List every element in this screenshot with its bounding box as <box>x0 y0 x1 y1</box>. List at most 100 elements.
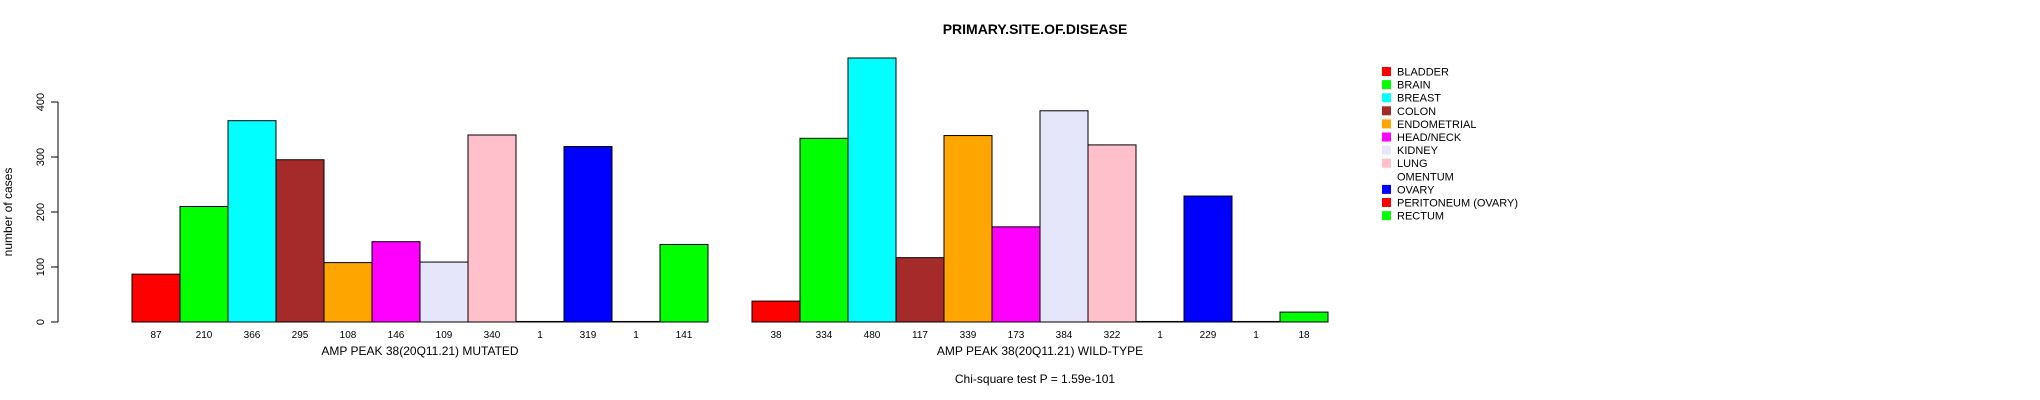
y-tick-label: 400 <box>35 93 47 111</box>
data-label: 210 <box>196 330 213 341</box>
data-label: 295 <box>292 330 309 341</box>
data-label: 1 <box>537 330 543 341</box>
legend-item-endometrial: ENDOMETRIAL <box>1382 119 1476 131</box>
legend-label: RECTUM <box>1397 211 1444 223</box>
data-label: 229 <box>1200 330 1217 341</box>
bar-brain <box>799 137 849 323</box>
legend: BLADDERBRAINBREASTCOLONENDOMETRIALHEAD/N… <box>1382 67 1518 223</box>
data-label: 141 <box>676 330 693 341</box>
bar-rectum <box>1279 311 1329 323</box>
bar-ovary <box>563 146 613 323</box>
legend-label: PERITONEUM (OVARY) <box>1397 198 1518 210</box>
legend-item-head-neck: HEAD/NECK <box>1382 132 1462 144</box>
bar-endometrial <box>943 135 993 323</box>
legend-swatch <box>1382 211 1391 221</box>
bar-bladder <box>751 300 801 323</box>
legend-item-bladder: BLADDER <box>1382 67 1449 79</box>
data-label: 108 <box>340 330 357 341</box>
data-label: 18 <box>1298 330 1310 341</box>
data-label: 1 <box>633 330 639 341</box>
bar-omentum <box>1135 320 1185 323</box>
bar-lung <box>1087 144 1137 323</box>
data-label: 322 <box>1104 330 1121 341</box>
legend-label: BRAIN <box>1397 80 1431 92</box>
legend-label: KIDNEY <box>1397 145 1439 157</box>
legend-item-omentum: OMENTUM <box>1382 171 1454 183</box>
bar-peritoneum-ovary <box>611 320 661 323</box>
y-tick-label: 0 <box>35 319 47 325</box>
bar-breast <box>847 57 897 323</box>
chart-title: PRIMARY.SITE.OF.DISEASE <box>943 21 1128 37</box>
panel-wild-type: 38 334 480 117 339 173 384 322 1 229 1 18 AMP PEAK 3… <box>751 57 1329 358</box>
legend-label: OVARY <box>1397 184 1435 196</box>
bar-peritoneum-ovary <box>1231 320 1281 323</box>
data-label: 384 <box>1056 330 1073 341</box>
bar-kidney <box>419 261 469 323</box>
legend-label: COLON <box>1397 106 1436 118</box>
data-label: 109 <box>436 330 453 341</box>
x-axis-label: AMP PEAK 38(20Q11.21) MUTATED <box>321 344 519 358</box>
bar-breast <box>227 120 277 323</box>
legend-label: LUNG <box>1397 158 1428 170</box>
y-axis: 0 100 200 300 400 number of cases <box>1 93 59 325</box>
legend-swatch <box>1382 132 1391 142</box>
legend-item-brain: BRAIN <box>1382 80 1431 92</box>
bar-head-neck <box>991 226 1041 323</box>
data-label: 173 <box>1008 330 1025 341</box>
legend-label: HEAD/NECK <box>1397 132 1462 144</box>
legend-swatch <box>1382 106 1391 116</box>
data-label: 334 <box>816 330 833 341</box>
data-label: 366 <box>244 330 261 341</box>
legend-swatch <box>1382 184 1391 194</box>
legend-label: BREAST <box>1397 93 1441 105</box>
panel-mutated: 87 210 366 295 108 146 109 340 1 319 1 141 AMP PEAK … <box>131 120 709 358</box>
bar-brain <box>179 206 229 323</box>
bar-head-neck <box>371 241 421 323</box>
data-label: 117 <box>912 330 928 341</box>
legend-label: ENDOMETRIAL <box>1397 119 1476 131</box>
legend-item-breast: BREAST <box>1382 93 1441 105</box>
bar-omentum <box>515 320 565 323</box>
legend-label: BLADDER <box>1397 67 1449 79</box>
legend-item-peritoneum-ovary: PERITONEUM (OVARY) <box>1382 198 1518 210</box>
data-label: 340 <box>484 330 501 341</box>
legend-swatch <box>1382 80 1391 90</box>
data-label: 339 <box>960 330 977 341</box>
legend-swatch <box>1382 171 1391 181</box>
data-label: 87 <box>150 330 162 341</box>
legend-item-kidney: KIDNEY <box>1382 145 1439 157</box>
legend-swatch <box>1382 158 1391 168</box>
data-label: 38 <box>770 330 782 341</box>
legend-swatch <box>1382 93 1391 103</box>
data-label: 146 <box>388 330 405 341</box>
data-label: 1 <box>1253 330 1259 341</box>
legend-swatch <box>1382 198 1391 207</box>
bar-lung <box>467 134 517 323</box>
legend-item-rectum: RECTUM <box>1382 211 1444 223</box>
bar-colon <box>895 257 945 323</box>
bar-colon <box>275 159 325 323</box>
legend-swatch <box>1382 67 1391 76</box>
bar-bladder <box>131 273 181 323</box>
legend-swatch <box>1382 145 1391 155</box>
y-tick-label: 100 <box>35 258 47 276</box>
data-label: 319 <box>580 330 597 341</box>
y-axis-label: number of cases <box>1 168 15 257</box>
bar-ovary <box>1183 195 1233 323</box>
legend-swatch <box>1382 119 1391 129</box>
bar-endometrial <box>323 262 373 323</box>
x-axis-label: AMP PEAK 38(20Q11.21) WILD-TYPE <box>937 344 1143 358</box>
legend-item-colon: COLON <box>1382 106 1436 118</box>
data-label: 480 <box>864 330 881 341</box>
y-tick-label: 300 <box>35 148 47 166</box>
y-tick-label: 200 <box>35 203 47 221</box>
data-label: 1 <box>1157 330 1163 341</box>
bar-kidney <box>1039 110 1089 323</box>
footnote: Chi-square test P = 1.59e-101 <box>955 372 1116 386</box>
bar-rectum <box>659 243 709 323</box>
legend-label: OMENTUM <box>1397 171 1454 183</box>
legend-item-lung: LUNG <box>1382 158 1428 170</box>
legend-item-ovary: OVARY <box>1382 184 1435 196</box>
